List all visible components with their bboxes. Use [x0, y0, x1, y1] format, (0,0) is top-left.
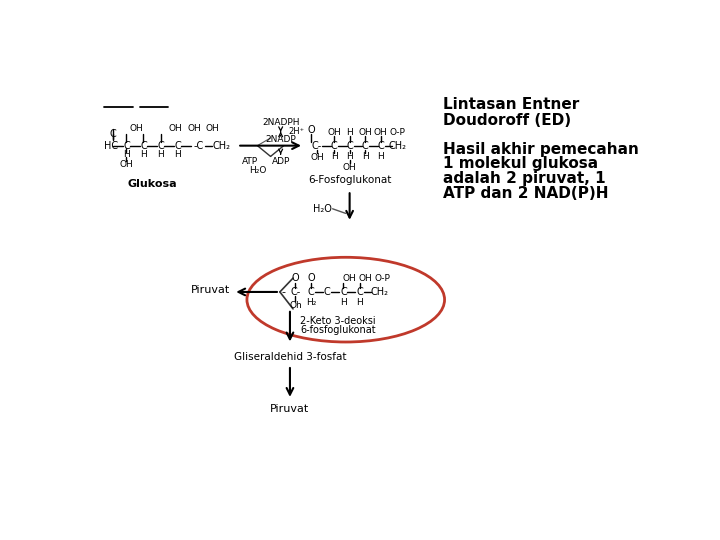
Text: -C: -C — [194, 140, 204, 151]
Text: H: H — [346, 128, 353, 137]
Text: OH: OH — [343, 163, 356, 172]
Text: ATP: ATP — [242, 157, 258, 166]
Text: O: O — [307, 125, 315, 135]
Text: H₂O: H₂O — [248, 166, 266, 175]
Text: HC: HC — [104, 140, 118, 151]
Text: CH₂: CH₂ — [212, 140, 230, 151]
Text: C: C — [307, 287, 314, 297]
Text: Hasil akhir pemecahan: Hasil akhir pemecahan — [443, 142, 639, 157]
Text: 6-Fosfoglukonat: 6-Fosfoglukonat — [308, 176, 391, 185]
Text: C: C — [356, 287, 363, 297]
Text: H₂O: H₂O — [313, 204, 332, 214]
Text: Piruvat: Piruvat — [191, 286, 230, 295]
Text: OH: OH — [359, 128, 372, 137]
Text: Glukosa: Glukosa — [127, 179, 177, 189]
Text: Gliseraldehid 3-fosfat: Gliseraldehid 3-fosfat — [234, 353, 346, 362]
Text: 2-Keto 3-deoksi: 2-Keto 3-deoksi — [300, 316, 376, 326]
Text: C: C — [340, 287, 347, 297]
Text: Doudoroff (ED): Doudoroff (ED) — [443, 112, 571, 127]
Text: O: O — [292, 273, 300, 283]
Text: 2NADPH: 2NADPH — [262, 118, 300, 127]
Text: H: H — [140, 150, 147, 159]
Text: C: C — [361, 140, 369, 151]
Text: OH: OH — [328, 128, 341, 137]
Text: CH₂: CH₂ — [370, 287, 388, 297]
Text: H: H — [123, 150, 130, 159]
Text: 6-fosfoglukonat: 6-fosfoglukonat — [300, 326, 376, 335]
Text: OH: OH — [343, 274, 356, 282]
Text: OH: OH — [359, 274, 372, 282]
Text: C: C — [174, 140, 181, 151]
Text: H: H — [174, 150, 181, 159]
Text: OH: OH — [130, 124, 143, 133]
Text: 2NADP: 2NADP — [265, 135, 296, 144]
Text: C: C — [140, 140, 147, 151]
Text: -: - — [282, 287, 286, 297]
Text: C: C — [324, 287, 330, 297]
Text: 2H⁺: 2H⁺ — [288, 127, 305, 136]
Text: OH: OH — [310, 153, 324, 161]
Text: O-P: O-P — [374, 274, 390, 282]
Text: O: O — [307, 273, 315, 283]
Text: Oh: Oh — [289, 301, 302, 310]
Text: O-P: O-P — [390, 128, 405, 137]
Text: OH: OH — [168, 124, 182, 133]
Text: 1 molekul glukosa: 1 molekul glukosa — [443, 157, 598, 171]
Text: OH: OH — [374, 128, 387, 137]
Text: H: H — [356, 298, 363, 307]
Text: H: H — [330, 152, 338, 161]
Text: C: C — [110, 129, 117, 139]
Text: C: C — [346, 140, 353, 151]
Text: ADP: ADP — [271, 157, 290, 166]
Text: OH: OH — [188, 124, 202, 133]
Text: OH: OH — [120, 160, 133, 170]
Text: CH₂: CH₂ — [389, 140, 407, 151]
Text: C: C — [157, 140, 164, 151]
Text: H: H — [346, 152, 353, 161]
Text: adalah 2 piruvat, 1: adalah 2 piruvat, 1 — [443, 171, 606, 186]
Text: Piruvat: Piruvat — [270, 404, 310, 414]
Text: C: C — [330, 140, 338, 151]
Text: H: H — [340, 298, 347, 307]
Text: H: H — [157, 150, 164, 159]
Text: C: C — [377, 140, 384, 151]
Text: H₂: H₂ — [306, 298, 316, 307]
Text: H: H — [377, 152, 384, 161]
Text: Lintasan Entner: Lintasan Entner — [443, 97, 579, 112]
Text: H: H — [361, 152, 369, 161]
Text: C-: C- — [290, 287, 300, 297]
Text: ATP dan 2 NAD(P)H: ATP dan 2 NAD(P)H — [443, 186, 608, 201]
Text: C: C — [123, 140, 130, 151]
Text: C-: C- — [312, 140, 323, 151]
Text: OH: OH — [206, 124, 220, 133]
